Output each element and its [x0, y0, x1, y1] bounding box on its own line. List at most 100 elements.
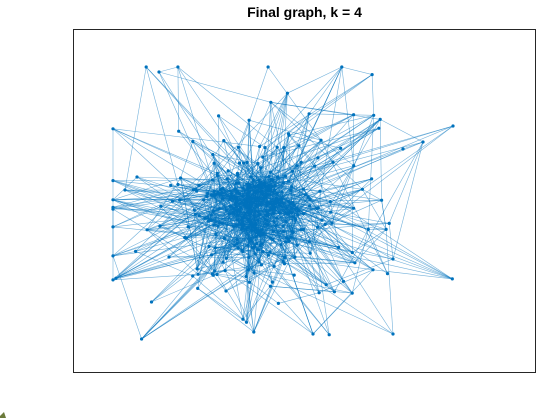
graph-edge [260, 221, 286, 232]
graph-node [145, 228, 149, 232]
graph-node [196, 286, 200, 290]
graph-node [284, 219, 288, 224]
graph-edge [270, 286, 314, 335]
graph-node [192, 208, 196, 212]
graph-node [276, 175, 280, 179]
graph-edge [112, 193, 219, 210]
graph-node [224, 256, 228, 260]
graph-edge [362, 125, 454, 190]
graph-node [248, 239, 253, 243]
graph-edge [112, 226, 225, 239]
graph-node [203, 216, 207, 220]
graph-node [268, 187, 272, 192]
graph-edge [124, 189, 331, 202]
graph-node [241, 194, 245, 198]
graph-edge [291, 231, 330, 335]
graph-node [241, 186, 245, 190]
graph-edge [288, 135, 341, 149]
graph-node [256, 210, 260, 214]
graph-edge [354, 141, 424, 263]
graph-edge [112, 251, 136, 257]
graph-node [247, 118, 251, 122]
graph-node [265, 201, 270, 205]
graph-edge [264, 74, 373, 148]
graph-edge [136, 176, 238, 226]
graph-node [272, 220, 276, 224]
graph-edge [297, 165, 354, 216]
graph-node [253, 185, 257, 189]
graph-node [275, 216, 279, 220]
graph-node [311, 332, 315, 336]
graph-node [218, 221, 222, 225]
graph-node [299, 228, 303, 232]
graph-edge [115, 188, 223, 279]
graph-node [253, 190, 257, 194]
graph-edge [261, 213, 290, 245]
graph-edge [192, 275, 247, 323]
graph-edge [291, 186, 453, 280]
graph-edge [270, 102, 363, 190]
graph-node [179, 176, 183, 180]
graph-edge [272, 205, 293, 232]
graph-node [213, 269, 217, 273]
graph-node [282, 229, 286, 234]
graph-node [265, 192, 269, 196]
graph-node [246, 210, 250, 214]
graph-node [451, 124, 455, 128]
graph-node [271, 229, 275, 233]
graph-node [262, 182, 267, 186]
graph-edge [222, 208, 235, 263]
graph-edge [286, 148, 341, 209]
graph-node [401, 147, 405, 151]
graph-edge [265, 102, 272, 187]
graph-node [234, 181, 238, 185]
graph-node [269, 100, 273, 104]
graph-edge [145, 66, 259, 186]
graph-node [212, 189, 216, 193]
graph-node [242, 161, 246, 165]
graph-node [111, 254, 115, 258]
graph-node [209, 218, 213, 222]
graph-edge [218, 115, 240, 164]
graph-node [260, 191, 264, 195]
graph-edge [290, 165, 315, 191]
graph-node [191, 139, 195, 144]
graph-node [195, 267, 199, 271]
graph-node [316, 156, 320, 160]
graph-node [313, 164, 317, 168]
graph-node [232, 207, 236, 211]
graph-node [135, 175, 139, 179]
graph-edge [177, 66, 266, 197]
graph-edge [309, 66, 343, 254]
graph-node [261, 155, 265, 159]
graph-edge [288, 181, 327, 285]
graph-node [372, 113, 376, 117]
graph-edge [275, 185, 354, 209]
graph-node [272, 188, 277, 192]
graph-node [219, 192, 223, 196]
graph-node [245, 160, 249, 165]
graph-edge [112, 274, 199, 281]
graph-edge [291, 236, 356, 264]
graph-edge [180, 141, 194, 179]
graph-edge [135, 190, 197, 252]
graph-edge [309, 206, 330, 335]
graph-edge [112, 128, 218, 176]
graph-edge [295, 219, 353, 253]
graph-edge [385, 229, 394, 335]
graph-edge [196, 268, 214, 276]
graph-node [391, 332, 395, 336]
graph-node [149, 300, 154, 304]
graph-node [271, 237, 275, 241]
graph-edge [222, 186, 251, 189]
graph-node [235, 238, 239, 242]
graph-node [297, 144, 301, 148]
graph-node [340, 65, 344, 69]
graph-node [235, 218, 239, 222]
graph-node [254, 198, 258, 202]
graph-edge [274, 186, 292, 191]
axes-box [73, 29, 536, 373]
network-graph [111, 65, 455, 341]
graph-node [281, 181, 285, 185]
graph-node [250, 228, 254, 233]
